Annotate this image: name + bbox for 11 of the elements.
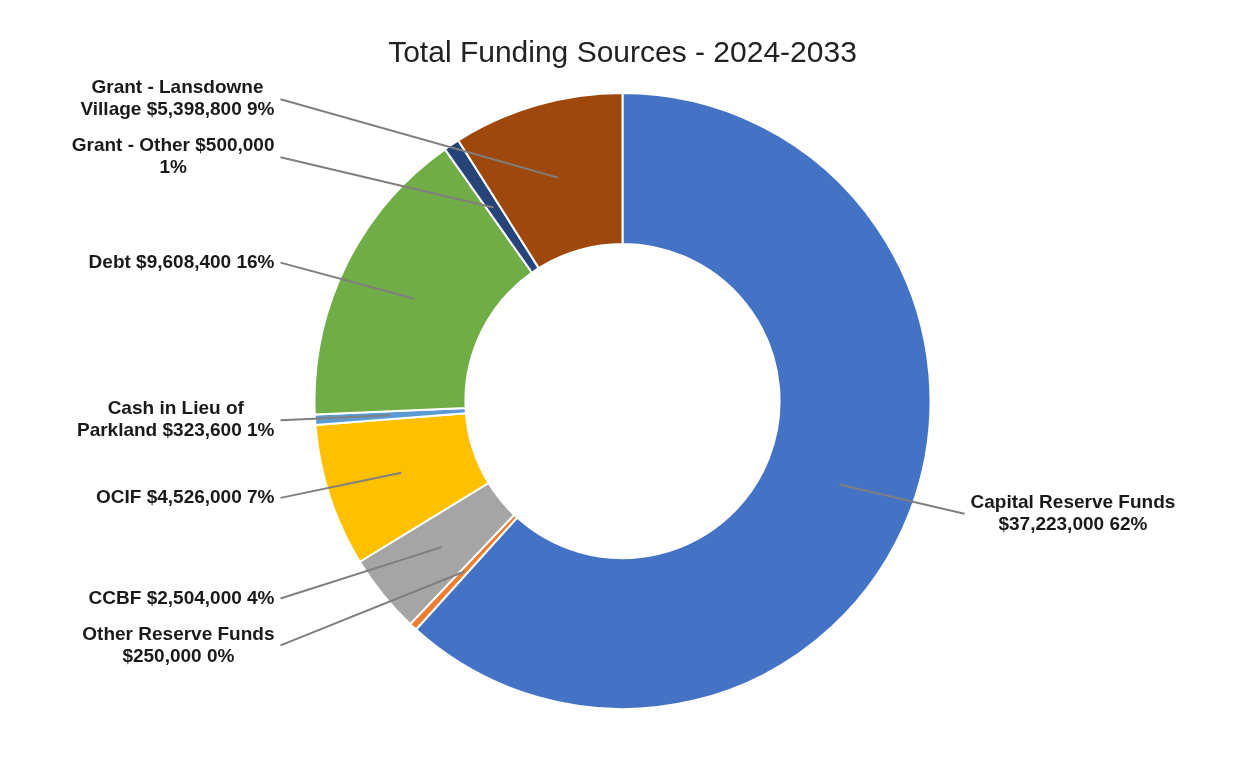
slice-label: Cash in Lieu of Parkland $323,600 1%	[76, 397, 275, 441]
data-label: $37,223,000 62%	[998, 513, 1148, 535]
slice-label: Debt $9,608,400 16%	[88, 250, 275, 272]
slice-label: CCBF $2,504,000 4%	[88, 586, 275, 608]
data-label: $250,000 0%	[122, 644, 235, 666]
slice-label: Capital Reserve Funds	[970, 491, 1176, 513]
slice-label: Grant - Lansdowne Village $5,398,800 9%	[80, 76, 275, 120]
slice-label: Grant - Other $500,000 1%	[71, 134, 275, 178]
chart-title: Total Funding Sources - 2024-2033	[388, 35, 857, 69]
slice-label: Other Reserve Funds	[82, 622, 275, 644]
slice-label: OCIF $4,526,000 7%	[96, 486, 275, 508]
